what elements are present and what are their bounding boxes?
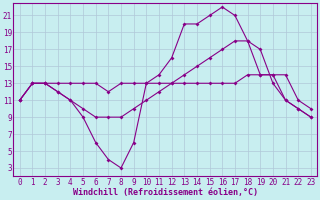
X-axis label: Windchill (Refroidissement éolien,°C): Windchill (Refroidissement éolien,°C) bbox=[73, 188, 258, 197]
